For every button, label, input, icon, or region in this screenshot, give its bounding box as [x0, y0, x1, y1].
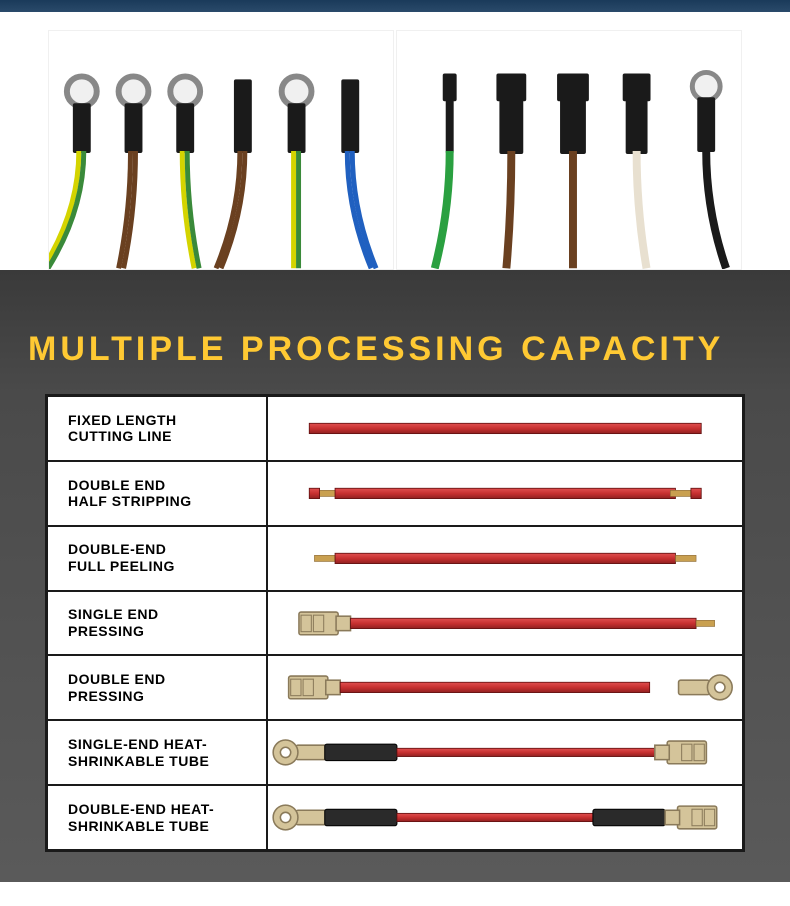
label-line1: DOUBLE END	[68, 477, 266, 494]
row-label-cell: DOUBLE END PRESSING	[47, 655, 267, 720]
section-title: MULTIPLE PROCESSING CAPACITY	[28, 330, 790, 369]
row-diagram-cell	[267, 655, 744, 720]
wire-illustration-left	[49, 31, 393, 269]
label-line2: PRESSING	[68, 623, 266, 640]
photo-panel-right	[396, 30, 742, 270]
row-diagram-cell	[267, 591, 744, 656]
label-line2: CUTTING LINE	[68, 428, 266, 445]
table-row: DOUBLE-END HEAT- SHRINKABLE TUBE	[47, 785, 744, 850]
table-row: DOUBLE END HALF STRIPPING	[47, 461, 744, 526]
label-line1: SINGLE-END HEAT-	[68, 736, 266, 753]
label-line1: DOUBLE END	[68, 671, 266, 688]
product-photo-section	[0, 12, 790, 270]
label-line1: SINGLE END	[68, 606, 266, 623]
label-line2: FULL PEELING	[68, 558, 266, 575]
top-bar	[0, 0, 790, 12]
row-diagram-cell	[267, 461, 744, 526]
row-label-cell: DOUBLE-END FULL PEELING	[47, 526, 267, 591]
table-row: SINGLE-END HEAT- SHRINKABLE TUBE	[47, 720, 744, 785]
table-wrapper: FIXED LENGTH CUTTING LINE DOUBLE END HAL…	[0, 394, 790, 882]
wire-illustration-right	[397, 31, 741, 269]
row-label-cell: SINGLE END PRESSING	[47, 591, 267, 656]
photo-panel-left	[48, 30, 394, 270]
row-label-cell: SINGLE-END HEAT- SHRINKABLE TUBE	[47, 720, 267, 785]
row-label-cell: DOUBLE-END HEAT- SHRINKABLE TUBE	[47, 785, 267, 850]
row-diagram-cell	[267, 526, 744, 591]
table-row: FIXED LENGTH CUTTING LINE	[47, 396, 744, 461]
row-diagram-cell	[267, 720, 744, 785]
row-diagram-cell	[267, 396, 744, 461]
label-line2: SHRINKABLE TUBE	[68, 818, 266, 835]
title-section: MULTIPLE PROCESSING CAPACITY	[0, 270, 790, 394]
label-line2: PRESSING	[68, 688, 266, 705]
processing-capacity-table: FIXED LENGTH CUTTING LINE DOUBLE END HAL…	[45, 394, 745, 852]
label-line2: HALF STRIPPING	[68, 493, 266, 510]
label-line1: DOUBLE-END HEAT-	[68, 801, 266, 818]
row-label-cell: FIXED LENGTH CUTTING LINE	[47, 396, 267, 461]
label-line1: FIXED LENGTH	[68, 412, 266, 429]
row-diagram-cell	[267, 785, 744, 850]
table-row: DOUBLE END PRESSING	[47, 655, 744, 720]
table-row: DOUBLE-END FULL PEELING	[47, 526, 744, 591]
label-line2: SHRINKABLE TUBE	[68, 753, 266, 770]
table-row: SINGLE END PRESSING	[47, 591, 744, 656]
label-line1: DOUBLE-END	[68, 541, 266, 558]
row-label-cell: DOUBLE END HALF STRIPPING	[47, 461, 267, 526]
